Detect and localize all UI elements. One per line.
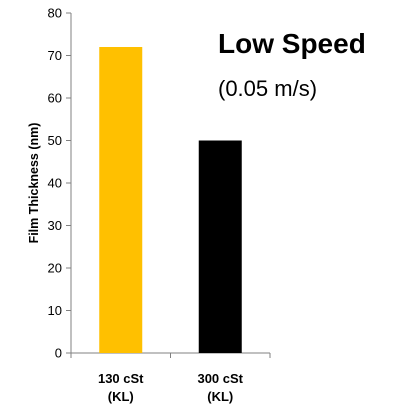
x-category-label: 130 cSt (98, 371, 144, 386)
y-tick-label: 80 (48, 6, 62, 21)
chart-subtitle: (0.05 m/s) (218, 76, 318, 101)
y-tick-label: 60 (48, 91, 62, 106)
x-category-label: (KL) (108, 389, 134, 404)
y-tick-label: 10 (48, 303, 62, 318)
y-tick-label: 0 (55, 346, 62, 361)
x-category-label: (KL) (207, 389, 233, 404)
y-tick-label: 50 (48, 133, 62, 148)
y-tick-label: 30 (48, 218, 62, 233)
y-tick-label: 40 (48, 176, 62, 191)
y-axis: 0 10 20 30 40 50 60 70 80 (48, 6, 72, 361)
category-labels: 130 cSt (KL) 300 cSt (KL) (98, 371, 244, 404)
bar (99, 47, 143, 353)
x-axis (70, 352, 271, 358)
bars (99, 47, 242, 353)
y-tick-label: 70 (48, 48, 62, 63)
y-axis-title: Film Thickness (nm) (27, 123, 41, 244)
chart-title: Low Speed (218, 28, 366, 59)
bar (198, 140, 242, 353)
y-tick-label: 20 (48, 261, 62, 276)
x-category-label: 300 cSt (197, 371, 243, 386)
